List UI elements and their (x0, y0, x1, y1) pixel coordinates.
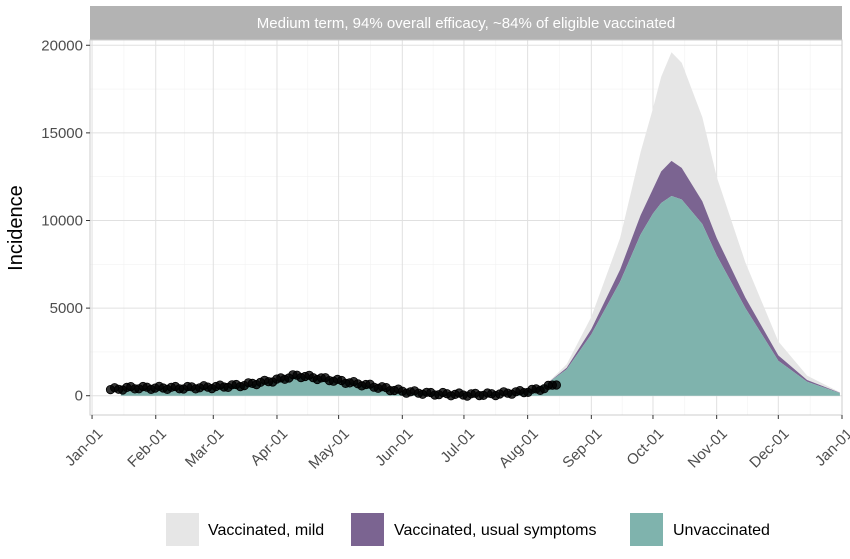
observed-point (551, 380, 562, 390)
legend-label-unvaccinated: Unvaccinated (673, 522, 770, 539)
x-tick-label: Mar-01 (182, 425, 228, 471)
x-tick-label: Jun-01 (372, 425, 416, 469)
x-tick-label: May-01 (305, 425, 352, 472)
y-tick-label: 15000 (41, 125, 83, 142)
y-axis-title: Incidence (5, 185, 27, 271)
chart-areas (120, 52, 840, 396)
legend-swatch-unvaccinated (630, 513, 663, 546)
x-tick-label: Jan-01 (812, 425, 850, 469)
y-tick-label: 0 (75, 388, 83, 405)
legend-swatch-vaccinated-usual-symptoms (351, 513, 384, 546)
x-tick-label: Sep-01 (559, 425, 605, 471)
legend-item-vaccinated-mild: Vaccinated, mild (166, 513, 324, 546)
y-tick-label: 20000 (41, 37, 83, 54)
x-tick-label: Oct-01 (623, 425, 667, 469)
x-tick-label: Aug-01 (496, 425, 542, 471)
area-vaccinated-usual-symptoms (546, 160, 840, 394)
panel-border (89, 39, 843, 416)
legend: Vaccinated, mild Vaccinated, usual sympt… (166, 513, 770, 546)
legend-label-vaccinated-usual-symptoms: Vaccinated, usual symptoms (394, 522, 596, 539)
legend-label-vaccinated-mild: Vaccinated, mild (208, 522, 324, 539)
y-tick-label: 5000 (50, 300, 83, 317)
legend-swatch-vaccinated-mild (166, 513, 199, 546)
x-tick-label: Jan-01 (62, 425, 106, 469)
observed-points (105, 370, 562, 401)
y-axis: 0 5000 10000 15000 20000 (41, 37, 90, 405)
area-unvaccinated (120, 196, 840, 396)
grid-minor (90, 40, 842, 415)
x-tick-label: Apr-01 (247, 425, 291, 469)
x-tick-label: Feb-01 (124, 425, 170, 471)
legend-item-vaccinated-usual-symptoms: Vaccinated, usual symptoms (351, 513, 596, 546)
x-tick-label: Dec-01 (746, 425, 792, 471)
legend-item-unvaccinated: Unvaccinated (630, 513, 770, 546)
x-axis: Jan-01 Feb-01 Mar-01 Apr-01 May-01 Jun-01 Jul-… (62, 415, 850, 473)
strip-background (90, 6, 842, 40)
chart-title: Medium term, 94% overall efficacy, ~84% … (257, 15, 675, 32)
x-tick-label: Nov-01 (685, 425, 731, 471)
area-vaccinated-mild (546, 52, 840, 393)
y-tick-label: 10000 (41, 212, 83, 229)
x-tick-label: Jul-01 (437, 425, 478, 466)
